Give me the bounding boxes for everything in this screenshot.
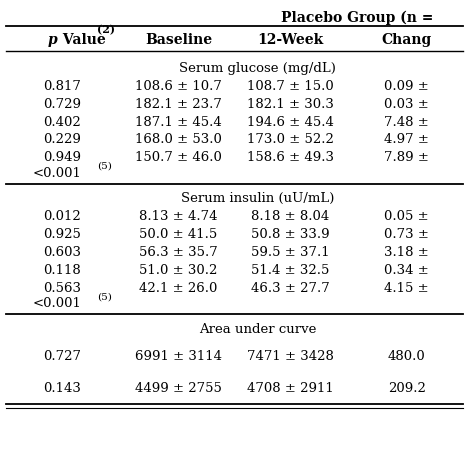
Text: 0.949: 0.949 [43, 151, 81, 164]
Text: 56.3 ± 35.7: 56.3 ± 35.7 [139, 246, 218, 259]
Text: 0.05 ±: 0.05 ± [384, 210, 429, 223]
Text: 0.603: 0.603 [43, 246, 81, 259]
Text: 168.0 ± 53.0: 168.0 ± 53.0 [135, 133, 222, 146]
Text: Chang: Chang [382, 33, 432, 47]
Text: Serum glucose (mg/dL): Serum glucose (mg/dL) [179, 62, 336, 75]
Text: 173.0 ± 52.2: 173.0 ± 52.2 [247, 133, 334, 146]
Text: (5): (5) [97, 162, 112, 171]
Text: 42.1 ± 26.0: 42.1 ± 26.0 [139, 282, 218, 295]
Text: 108.7 ± 15.0: 108.7 ± 15.0 [247, 80, 334, 93]
Text: 209.2: 209.2 [388, 382, 426, 395]
Text: 0.563: 0.563 [43, 282, 81, 295]
Text: 0.03 ±: 0.03 ± [384, 98, 429, 110]
Text: 12-Week: 12-Week [257, 33, 323, 47]
Text: 8.13 ± 4.74: 8.13 ± 4.74 [139, 210, 218, 223]
Text: 6991 ± 3114: 6991 ± 3114 [135, 350, 222, 363]
Text: 158.6 ± 49.3: 158.6 ± 49.3 [246, 151, 334, 164]
Text: 182.1 ± 30.3: 182.1 ± 30.3 [247, 98, 334, 110]
Text: 50.8 ± 33.9: 50.8 ± 33.9 [251, 228, 329, 241]
Text: 50.0 ± 41.5: 50.0 ± 41.5 [139, 228, 218, 241]
Text: (2): (2) [97, 24, 115, 36]
Text: 187.1 ± 45.4: 187.1 ± 45.4 [135, 116, 222, 128]
Text: 194.6 ± 45.4: 194.6 ± 45.4 [247, 116, 334, 128]
Text: 0.229: 0.229 [43, 133, 81, 146]
Text: Placebo Group (n =: Placebo Group (n = [281, 11, 433, 25]
Text: 59.5 ± 37.1: 59.5 ± 37.1 [251, 246, 329, 259]
Text: 46.3 ± 27.7: 46.3 ± 27.7 [251, 282, 329, 295]
Text: 0.729: 0.729 [43, 98, 81, 110]
Text: <0.001: <0.001 [33, 297, 82, 310]
Text: Baseline: Baseline [145, 33, 212, 47]
Text: 4708 ± 2911: 4708 ± 2911 [247, 382, 334, 395]
Text: 0.73 ±: 0.73 ± [384, 228, 429, 241]
Text: 3.18 ±: 3.18 ± [384, 246, 429, 259]
Text: 7471 ± 3428: 7471 ± 3428 [247, 350, 334, 363]
Text: 0.817: 0.817 [43, 80, 81, 93]
Text: 0.402: 0.402 [43, 116, 81, 128]
Text: 51.0 ± 30.2: 51.0 ± 30.2 [139, 264, 218, 277]
Text: 8.18 ± 8.04: 8.18 ± 8.04 [251, 210, 329, 223]
Text: Area under curve: Area under curve [199, 323, 316, 336]
Text: Value: Value [58, 33, 106, 47]
Text: Serum insulin (uU/mL): Serum insulin (uU/mL) [181, 192, 334, 205]
Text: 0.727: 0.727 [43, 350, 81, 363]
Text: 0.09 ±: 0.09 ± [384, 80, 429, 93]
Text: p: p [47, 33, 57, 47]
Text: 7.89 ±: 7.89 ± [384, 151, 429, 164]
Text: 7.48 ±: 7.48 ± [384, 116, 429, 128]
Text: 4.97 ±: 4.97 ± [384, 133, 429, 146]
Text: 4499 ± 2755: 4499 ± 2755 [135, 382, 222, 395]
Text: (5): (5) [97, 292, 112, 301]
Text: 51.4 ± 32.5: 51.4 ± 32.5 [251, 264, 329, 277]
Text: 108.6 ± 10.7: 108.6 ± 10.7 [135, 80, 222, 93]
Text: 480.0: 480.0 [388, 350, 426, 363]
Text: <0.001: <0.001 [33, 167, 82, 180]
Text: 0.118: 0.118 [43, 264, 81, 277]
Text: 0.143: 0.143 [43, 382, 81, 395]
Text: 0.012: 0.012 [43, 210, 81, 223]
Text: 182.1 ± 23.7: 182.1 ± 23.7 [135, 98, 222, 110]
Text: 0.925: 0.925 [43, 228, 81, 241]
Text: 0.34 ±: 0.34 ± [384, 264, 429, 277]
Text: 150.7 ± 46.0: 150.7 ± 46.0 [135, 151, 222, 164]
Text: 4.15 ±: 4.15 ± [384, 282, 429, 295]
